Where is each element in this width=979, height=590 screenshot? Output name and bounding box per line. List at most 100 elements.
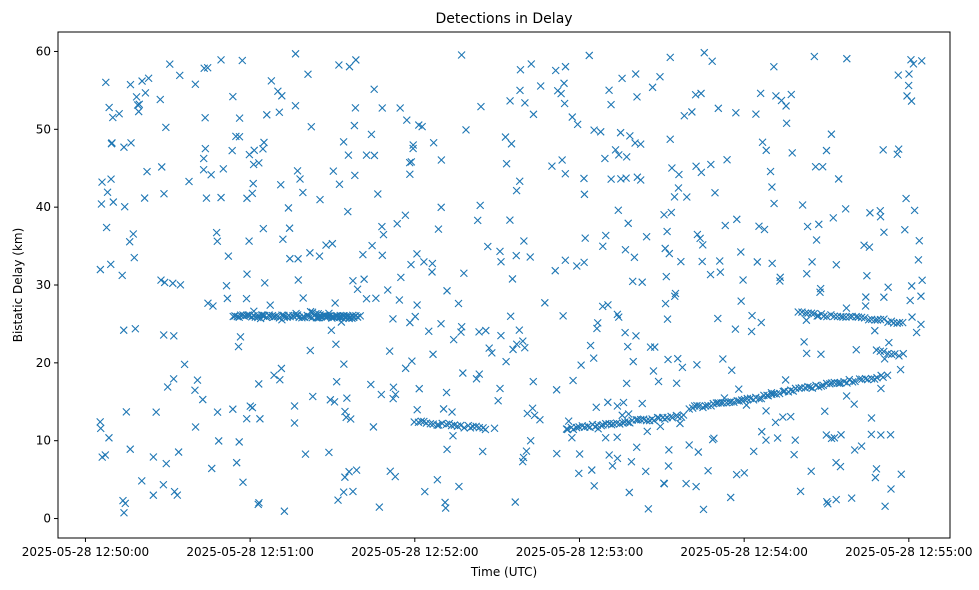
data-point [308,392,317,401]
data-point [811,162,820,171]
data-point [223,294,232,303]
data-point [908,313,916,321]
data-point [242,414,251,423]
data-point [512,186,521,195]
data-point [401,364,410,373]
data-point [477,102,485,111]
data-point [682,193,691,201]
data-point [660,479,669,488]
data-point [291,101,300,110]
x-tick-label: 2025-05-28 12:53:00 [516,545,643,559]
data-point [174,448,183,456]
data-point [769,62,778,71]
data-point [255,498,263,507]
data-point [285,224,294,233]
data-point [802,269,811,278]
data-point [715,257,724,265]
data-point [290,402,299,410]
data-point [276,180,285,189]
data-point [603,398,612,407]
data-point [641,467,650,476]
data-point [861,293,870,301]
data-point [636,140,645,149]
data-point [459,269,468,278]
data-point [346,415,355,423]
data-point [748,311,756,320]
data-point [773,434,782,442]
data-point [299,294,308,302]
data-point [417,417,426,426]
data-point [395,296,404,304]
data-point [624,219,633,228]
data-point [120,508,128,517]
data-point [842,304,851,313]
data-point [442,388,451,397]
data-point [332,377,341,386]
data-point [732,215,741,224]
data-point [266,301,275,310]
data-point [170,487,179,496]
data-point [832,495,841,504]
data-point [580,174,588,183]
data-point [807,309,816,318]
data-point [596,127,605,136]
plot-frame [57,31,951,539]
data-point [708,57,717,66]
data-point [614,206,623,215]
data-point [719,398,727,407]
data-point [704,401,712,410]
data-point [204,299,212,308]
data-point [108,113,117,122]
data-point [222,281,231,290]
data-point [277,364,286,373]
data-point [217,55,225,64]
data-point [886,430,895,439]
data-point [894,145,903,154]
data-point [125,237,134,246]
data-point [280,507,289,516]
data-point [339,137,348,146]
data-point [344,151,353,159]
data-point [727,366,736,375]
data-point [512,340,521,349]
data-point [105,103,114,112]
data-point [270,371,278,380]
data-point [96,265,105,274]
data-point [485,344,494,353]
data-point [466,423,475,432]
data-point [791,436,800,444]
data-point [243,270,251,278]
data-point [429,350,437,359]
data-point [358,250,367,259]
data-point [650,343,659,351]
data-point [199,165,208,174]
data-point [814,383,823,391]
data-point [734,385,743,393]
y-tick-label: 50 [36,122,51,136]
data-point [232,458,241,467]
data-point [350,171,359,180]
data-point [458,369,467,377]
data-point [732,470,741,479]
data-point [696,234,705,243]
data-point [339,488,348,496]
data-point [627,457,636,466]
data-point [590,126,598,135]
data-point [448,408,456,416]
data-point [526,253,535,261]
data-point [291,49,300,58]
data-point [259,145,267,153]
data-point [214,437,223,445]
data-point [698,257,707,266]
data-point [642,232,651,241]
data-point [143,167,151,176]
data-point [829,214,838,222]
data-point [234,342,243,351]
data-point [665,249,674,258]
data-point [796,487,805,496]
data-point [516,86,524,95]
data-point [836,462,845,471]
data-point [506,216,514,225]
data-point [213,237,222,246]
data-point [917,56,926,65]
